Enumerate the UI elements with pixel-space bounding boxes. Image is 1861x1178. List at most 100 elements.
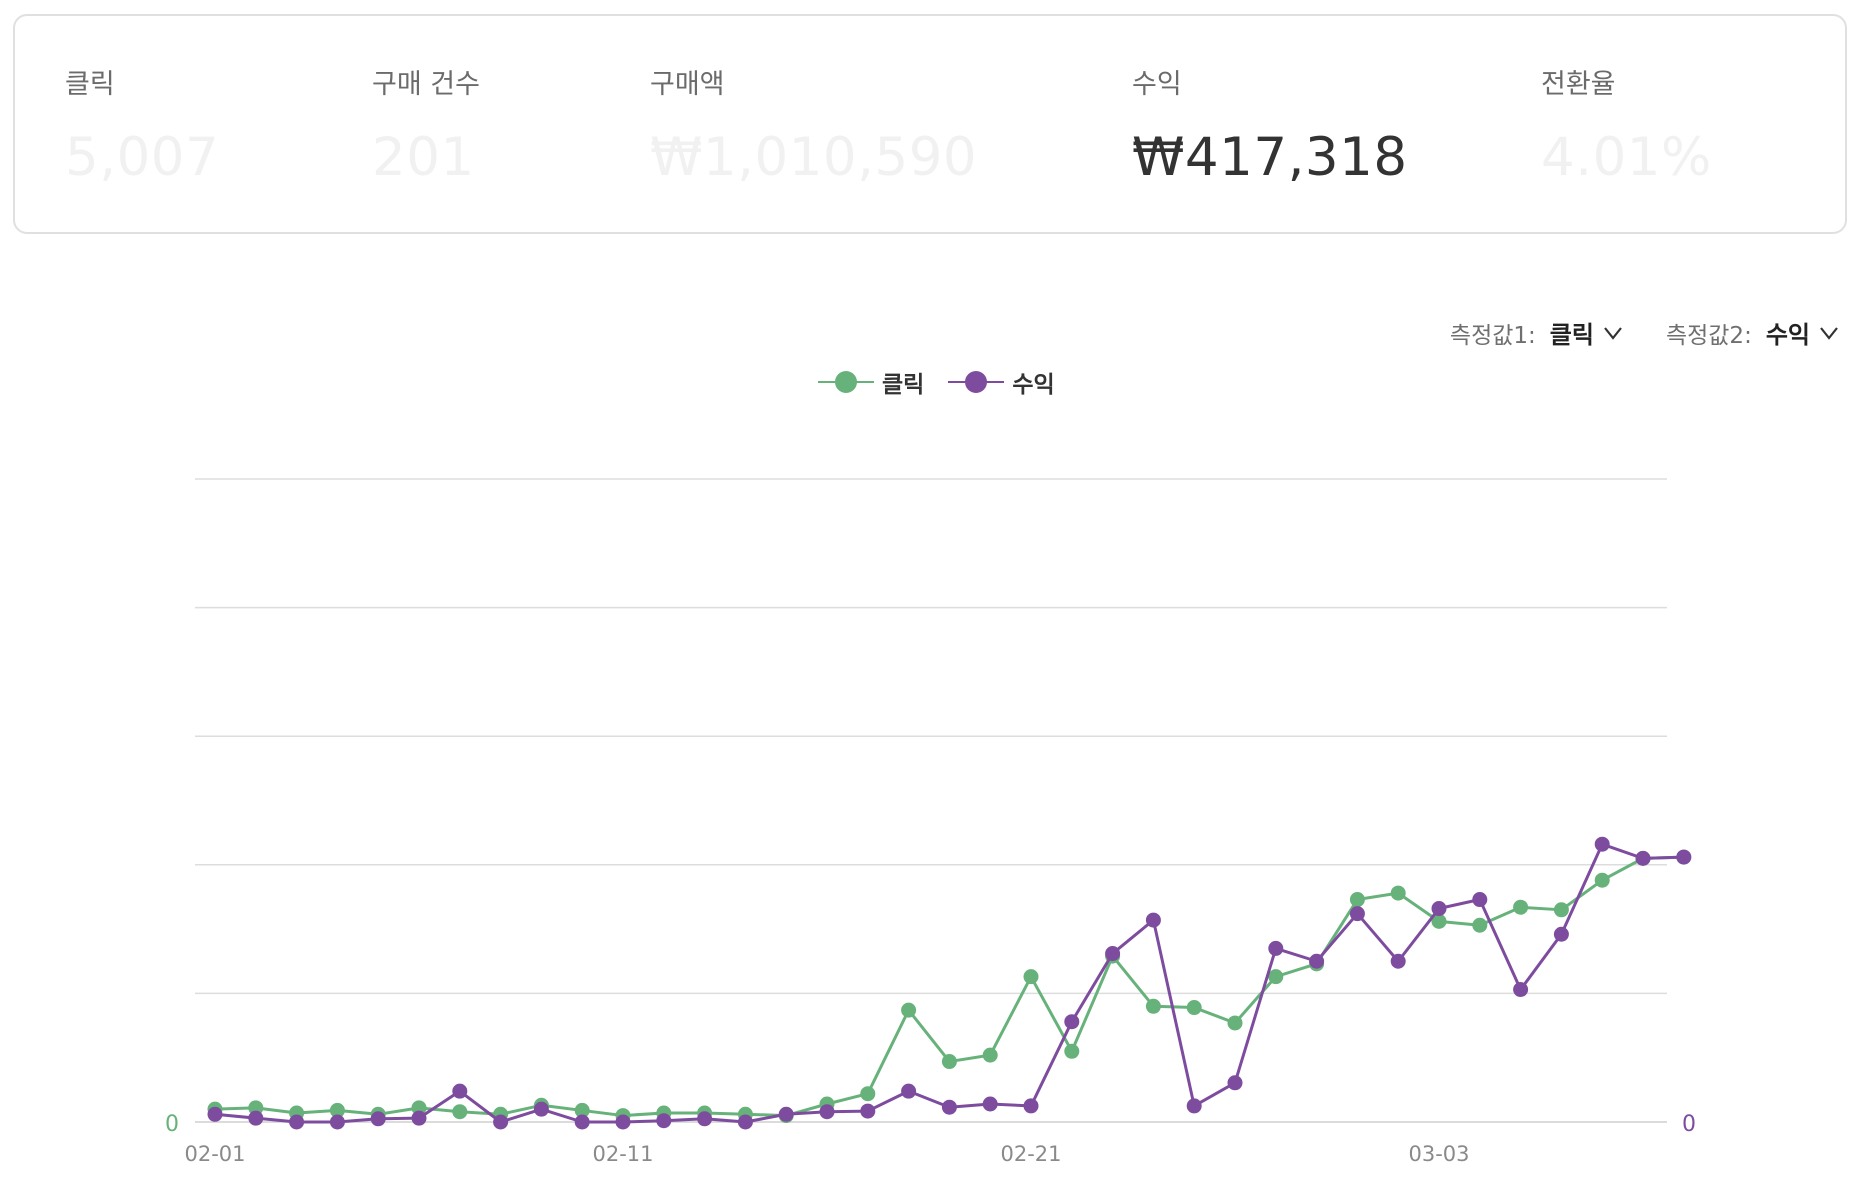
chart-legend: 클릭 수익 bbox=[818, 365, 1079, 399]
data-point bbox=[1227, 1015, 1243, 1031]
metric-clicks[interactable]: 클릭 5,007 bbox=[65, 62, 219, 188]
legend-label: 클릭 bbox=[882, 372, 925, 398]
series-line-clicks bbox=[214, 855, 1684, 1118]
data-point bbox=[1594, 836, 1610, 852]
data-point bbox=[329, 1114, 345, 1130]
data-point bbox=[533, 1101, 549, 1117]
metric1-value: 클릭 bbox=[1549, 321, 1594, 349]
data-point bbox=[574, 1102, 590, 1118]
data-point bbox=[901, 1083, 917, 1099]
data-point bbox=[982, 1096, 998, 1112]
summary-card: 클릭 5,007 구매 건수 201 구매액 ₩1,010,590 수익 ₩41… bbox=[13, 14, 1847, 234]
data-point bbox=[1186, 1000, 1202, 1016]
chevron-down-icon bbox=[1604, 326, 1622, 340]
data-point bbox=[1635, 850, 1651, 866]
metric2-value: 수익 bbox=[1765, 321, 1810, 349]
data-point bbox=[1064, 1043, 1080, 1059]
metric-value: 4.01% bbox=[1541, 127, 1712, 188]
data-point bbox=[819, 1104, 835, 1120]
data-point bbox=[1186, 1098, 1202, 1114]
data-point bbox=[452, 1104, 468, 1120]
data-point bbox=[1105, 946, 1121, 962]
left-axis-label: 0 bbox=[165, 1112, 179, 1137]
data-point bbox=[1268, 969, 1284, 985]
x-tick-label: 02-01 bbox=[184, 1142, 245, 1166]
data-point bbox=[1023, 969, 1039, 985]
data-point bbox=[737, 1114, 753, 1130]
data-point bbox=[1676, 849, 1692, 865]
metric-value: 5,007 bbox=[65, 127, 220, 188]
legend-label: 수익 bbox=[1012, 372, 1055, 398]
data-point bbox=[493, 1114, 509, 1130]
data-point bbox=[1513, 982, 1529, 998]
data-point bbox=[1472, 917, 1488, 933]
metric-purchase-amount[interactable]: 구매액 ₩1,010,590 bbox=[650, 62, 977, 188]
metric-value: 201 bbox=[372, 127, 475, 188]
metric2-dropdown[interactable]: 측정값2: 수익 bbox=[1666, 315, 1840, 350]
legend-swatch-clicks bbox=[818, 371, 874, 393]
right-axis-label: 0 bbox=[1682, 1112, 1696, 1137]
legend-item-revenue[interactable]: 수익 bbox=[948, 365, 1055, 399]
data-point bbox=[656, 1113, 672, 1129]
data-point bbox=[411, 1100, 427, 1116]
data-point bbox=[697, 1111, 713, 1127]
data-point bbox=[1390, 953, 1406, 969]
metric-revenue[interactable]: 수익 ₩417,318 bbox=[1132, 62, 1408, 188]
data-point bbox=[1145, 998, 1161, 1014]
data-point bbox=[1553, 926, 1569, 942]
data-point bbox=[452, 1083, 468, 1099]
data-point bbox=[1349, 892, 1365, 908]
legend-swatch-revenue bbox=[948, 371, 1005, 393]
data-point bbox=[248, 1100, 264, 1116]
x-tick-label: 03-03 bbox=[1408, 1142, 1469, 1166]
data-point bbox=[941, 1054, 957, 1070]
data-point bbox=[411, 1110, 427, 1126]
metric-value: ₩417,318 bbox=[1132, 127, 1408, 188]
data-point bbox=[860, 1103, 876, 1119]
data-point bbox=[1431, 901, 1447, 917]
data-point bbox=[1309, 953, 1325, 969]
metric-label: 구매액 bbox=[650, 69, 725, 100]
metric2-label: 측정값2: bbox=[1665, 322, 1752, 349]
data-point bbox=[860, 1086, 876, 1102]
data-point bbox=[1513, 899, 1529, 915]
metric-label: 전환율 bbox=[1541, 69, 1616, 100]
chevron-down-icon bbox=[1820, 326, 1838, 340]
metric1-dropdown[interactable]: 측정값1: 클릭 bbox=[1450, 315, 1624, 350]
data-point bbox=[1553, 902, 1569, 918]
legend-item-clicks[interactable]: 클릭 bbox=[818, 365, 924, 399]
data-point bbox=[1472, 892, 1488, 908]
data-point bbox=[982, 1047, 998, 1063]
x-tick-label: 02-11 bbox=[592, 1142, 653, 1166]
data-point bbox=[370, 1111, 386, 1127]
metric-label: 구매 건수 bbox=[372, 69, 480, 100]
data-point bbox=[1390, 885, 1406, 901]
data-point bbox=[778, 1106, 794, 1122]
series-line-revenue bbox=[214, 842, 1684, 1124]
data-point bbox=[901, 1002, 917, 1018]
data-point bbox=[248, 1110, 264, 1126]
data-point bbox=[1268, 940, 1284, 956]
data-point bbox=[329, 1102, 345, 1118]
metric-conversion-rate[interactable]: 전환율 4.01% bbox=[1541, 62, 1712, 188]
metric-label: 수익 bbox=[1132, 69, 1182, 100]
metric-value: ₩1,010,590 bbox=[650, 127, 978, 188]
data-point bbox=[207, 1106, 223, 1122]
metric-label: 클릭 bbox=[65, 69, 115, 100]
data-point bbox=[615, 1114, 631, 1130]
data-point bbox=[1023, 1098, 1039, 1114]
data-point bbox=[574, 1114, 590, 1130]
data-point bbox=[1064, 1014, 1080, 1030]
metric1-label: 측정값1: bbox=[1449, 322, 1536, 349]
data-point bbox=[1349, 906, 1365, 922]
data-point bbox=[289, 1114, 305, 1130]
data-point bbox=[1227, 1075, 1243, 1091]
line-chart: 0 002-01 02-11 02-21 03-03 bbox=[165, 478, 1696, 1166]
data-point bbox=[1145, 912, 1161, 928]
metric-purchases[interactable]: 구매 건수 201 bbox=[372, 62, 480, 188]
data-point bbox=[1431, 913, 1447, 929]
x-tick-label: 02-21 bbox=[1000, 1142, 1061, 1166]
metric-selectors: 측정값1: 클릭 측정값2: 수익 bbox=[1408, 315, 1840, 350]
data-point bbox=[1594, 872, 1610, 888]
data-point bbox=[941, 1099, 957, 1115]
